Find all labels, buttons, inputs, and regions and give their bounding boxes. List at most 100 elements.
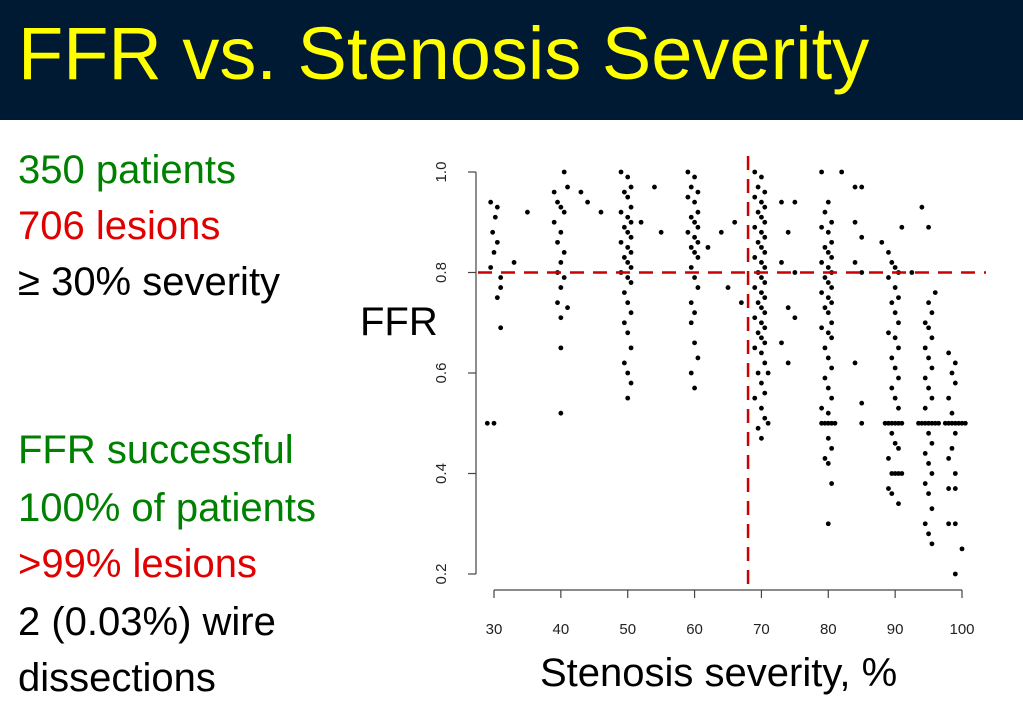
data-point: [946, 456, 952, 461]
data-point: [899, 224, 905, 230]
data-point: [825, 250, 831, 255]
data-point: [932, 420, 938, 426]
data-point: [490, 229, 496, 235]
data-point: [892, 335, 898, 341]
data-point: [692, 385, 697, 391]
data-point: [829, 300, 835, 306]
data-point: [879, 239, 885, 245]
data-point: [825, 355, 831, 361]
data-point: [952, 430, 958, 436]
data-point: [762, 204, 768, 210]
data-point: [759, 335, 764, 341]
title-bar: FFR vs. Stenosis Severity: [0, 0, 1023, 120]
data-point: [759, 199, 764, 205]
data-point: [755, 370, 761, 376]
data-point: [859, 270, 865, 275]
data-point: [825, 310, 831, 316]
data-point: [946, 395, 952, 401]
data-point: [832, 420, 838, 426]
data-point: [892, 395, 898, 401]
data-point: [688, 320, 694, 326]
wire-dissections-line2: dissections: [18, 656, 216, 700]
data-point: [494, 239, 500, 245]
x-axis-label: Stenosis severity, %: [540, 651, 898, 695]
data-point: [628, 184, 634, 190]
data-point: [852, 219, 858, 225]
data-point: [692, 340, 697, 346]
data-point: [762, 265, 768, 270]
data-point: [892, 471, 898, 476]
data-point: [621, 224, 627, 230]
data-point: [829, 420, 835, 426]
data-point: [949, 410, 955, 416]
data-point: [922, 345, 928, 351]
data-point: [625, 275, 631, 280]
data-point: [859, 400, 865, 406]
data-point: [762, 189, 768, 195]
data-point: [759, 260, 764, 265]
data-point: [692, 275, 697, 280]
data-point: [822, 345, 828, 351]
y-tick-label: 0.4: [433, 463, 450, 484]
data-point: [926, 325, 931, 331]
data-point: [829, 335, 835, 341]
x-tick-label: 50: [619, 621, 636, 638]
data-point: [859, 234, 865, 240]
data-point: [825, 521, 831, 527]
data-point: [886, 486, 891, 491]
data-point: [929, 471, 935, 476]
data-point: [889, 420, 895, 426]
data-point: [488, 265, 494, 270]
slide-title: FFR vs. Stenosis Severity: [18, 12, 870, 95]
data-point: [618, 209, 624, 215]
data-point: [752, 315, 758, 321]
data-point: [688, 300, 694, 306]
data-point: [959, 420, 965, 426]
data-point: [825, 420, 831, 426]
data-point: [926, 385, 931, 391]
data-point: [852, 360, 858, 366]
data-point: [852, 260, 858, 265]
data-point: [732, 219, 738, 225]
lesions-percent-line: >99% lesions: [18, 542, 258, 586]
data-point: [892, 420, 898, 426]
data-point: [822, 275, 828, 280]
data-point: [628, 204, 634, 210]
data-point: [765, 370, 771, 376]
data-point: [829, 255, 835, 260]
data-point: [916, 420, 921, 426]
y-tick-label: 0.8: [433, 262, 450, 283]
data-point: [956, 420, 962, 426]
data-point: [896, 375, 901, 381]
data-point: [688, 214, 694, 220]
data-point: [962, 420, 968, 426]
data-point: [752, 194, 758, 200]
data-point: [625, 194, 631, 200]
data-point: [695, 224, 701, 230]
data-point: [909, 270, 915, 275]
data-point: [829, 445, 835, 451]
data-point: [759, 229, 764, 235]
data-point: [929, 395, 935, 401]
data-point: [692, 219, 697, 225]
data-point: [558, 229, 564, 235]
data-point: [762, 234, 768, 240]
data-point: [621, 189, 627, 195]
x-tick-label: 80: [820, 621, 837, 638]
data-point: [762, 295, 768, 301]
stat-patients: 350 patients: [18, 148, 236, 192]
data-point: [628, 345, 634, 351]
data-point: [685, 169, 691, 175]
data-point: [819, 260, 824, 265]
data-point: [819, 224, 824, 230]
data-point: [692, 310, 697, 316]
stat-severity: ≥ 30% severity: [18, 260, 281, 304]
data-point: [886, 456, 891, 461]
data-point: [755, 300, 761, 306]
data-point: [762, 325, 768, 331]
data-point: [558, 204, 564, 210]
data-point: [889, 491, 895, 496]
data-point: [618, 169, 624, 175]
data-point: [695, 209, 701, 215]
data-point: [598, 209, 604, 215]
